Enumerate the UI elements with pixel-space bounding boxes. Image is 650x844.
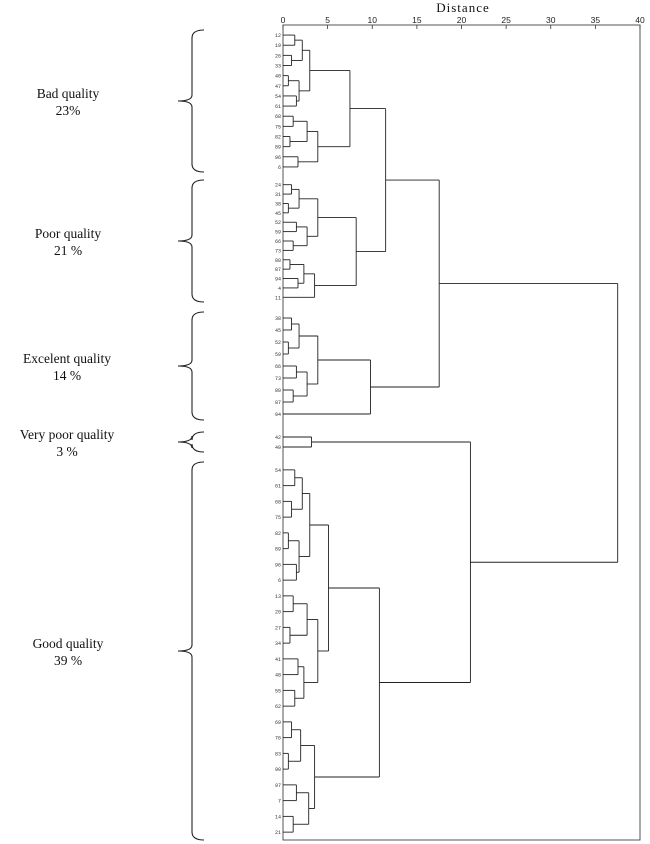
leaf-label: 54: [275, 468, 281, 474]
cluster-percent: 21 %: [54, 243, 82, 258]
leaf-label: 59: [275, 230, 281, 236]
cluster-name: Poor quality: [35, 226, 102, 241]
x-tick-label: 40: [635, 15, 645, 25]
dendrogram-tree: [283, 34, 619, 833]
leaf-label: 87: [275, 400, 281, 406]
leaf-label: 89: [275, 145, 281, 151]
cluster-percent: 23%: [56, 103, 81, 118]
cluster-brace: [177, 311, 205, 421]
leaf-label: 52: [275, 220, 281, 226]
leaf-label: 31: [275, 192, 281, 198]
leaf-label: 21: [275, 830, 281, 836]
leaf-label: 27: [275, 625, 281, 631]
leaf-label: 40: [275, 74, 281, 80]
leaf-label: 76: [275, 736, 281, 742]
leaf-label: 54: [275, 94, 281, 100]
leaf-label: 83: [275, 751, 281, 757]
x-tick-label: 10: [368, 15, 378, 25]
leaf-label: 82: [275, 531, 281, 537]
leaf-label: 19: [275, 43, 281, 49]
leaf-label: 87: [275, 267, 281, 273]
leaf-label: 45: [275, 211, 281, 217]
leaf-label: 68: [275, 114, 281, 120]
leaf-label: 94: [275, 412, 281, 418]
leaf-label: 73: [275, 376, 281, 382]
x-tick-label: 20: [457, 15, 467, 25]
leaf-label: 61: [275, 104, 281, 110]
cluster-name: Very poor quality: [20, 427, 115, 442]
leaf-label: 34: [275, 641, 281, 647]
x-axis-ticks: 0 5 10 15 20 25 30 35 40: [281, 15, 645, 29]
cluster-brace: [177, 179, 205, 303]
leaf-label: 33: [275, 64, 281, 70]
plot-frame: [282, 24, 641, 841]
leaf-label: 52: [275, 340, 281, 346]
leaf-label: 94: [275, 277, 281, 283]
cluster-brace: [177, 431, 205, 453]
leaf-label: 6: [278, 165, 281, 171]
leaf-label: 82: [275, 135, 281, 141]
leaf-labels: 1219263340475461687582899662431384552596…: [275, 33, 281, 836]
cluster-name: Good quality: [33, 636, 104, 651]
leaf-label: 14: [275, 814, 281, 820]
leaf-label: 45: [275, 328, 281, 334]
leaf-label: 61: [275, 484, 281, 490]
leaf-label: 62: [275, 704, 281, 710]
x-tick-label: 25: [501, 15, 511, 25]
x-tick-label: 35: [591, 15, 601, 25]
leaf-label: 68: [275, 499, 281, 505]
leaf-label: 90: [275, 767, 281, 773]
leaf-label: 96: [275, 562, 281, 568]
axis-title: Distance: [436, 0, 489, 15]
leaf-label: 47: [275, 84, 281, 90]
x-tick-label: 30: [546, 15, 556, 25]
leaf-label: 41: [275, 657, 281, 663]
leaf-label: 24: [275, 183, 281, 189]
leaf-label: 66: [275, 239, 281, 245]
leaf-label: 55: [275, 688, 281, 694]
leaf-label: 7: [278, 799, 281, 805]
leaf-label: 11: [275, 295, 281, 301]
leaf-label: 20: [275, 610, 281, 616]
leaf-label: 73: [275, 248, 281, 254]
leaf-label: 97: [275, 783, 281, 789]
leaf-label: 26: [275, 53, 281, 59]
leaf-label: 49: [275, 445, 281, 451]
cluster-brace: [177, 461, 205, 841]
leaf-label: 69: [275, 720, 281, 726]
x-tick-label: 0: [281, 15, 286, 25]
cluster-name: Excelent quality: [23, 351, 111, 366]
x-tick-label: 5: [325, 15, 330, 25]
leaf-label: 4: [278, 286, 281, 292]
leaf-label: 96: [275, 155, 281, 161]
leaf-label: 75: [275, 515, 281, 521]
cluster-braces: Bad quality 23% Poor quality 21 % Excelent q…: [20, 29, 205, 841]
leaf-label: 42: [275, 435, 281, 441]
leaf-label: 66: [275, 364, 281, 370]
cluster-name: Bad quality: [37, 86, 100, 101]
leaf-label: 80: [275, 258, 281, 264]
cluster-percent: 39 %: [54, 653, 82, 668]
cluster-brace: [177, 29, 205, 173]
leaf-label: 38: [275, 201, 281, 207]
leaf-label: 80: [275, 388, 281, 394]
cluster-percent: 3 %: [56, 444, 77, 459]
leaf-label: 38: [275, 316, 281, 322]
leaf-label: 89: [275, 547, 281, 553]
leaf-label: 48: [275, 673, 281, 679]
leaf-label: 75: [275, 124, 281, 130]
leaf-label: 12: [275, 33, 281, 39]
leaf-label: 13: [275, 594, 281, 600]
x-tick-label: 15: [412, 15, 422, 25]
leaf-label: 6: [278, 578, 281, 584]
leaf-label: 59: [275, 352, 281, 358]
cluster-percent: 14 %: [53, 368, 81, 383]
